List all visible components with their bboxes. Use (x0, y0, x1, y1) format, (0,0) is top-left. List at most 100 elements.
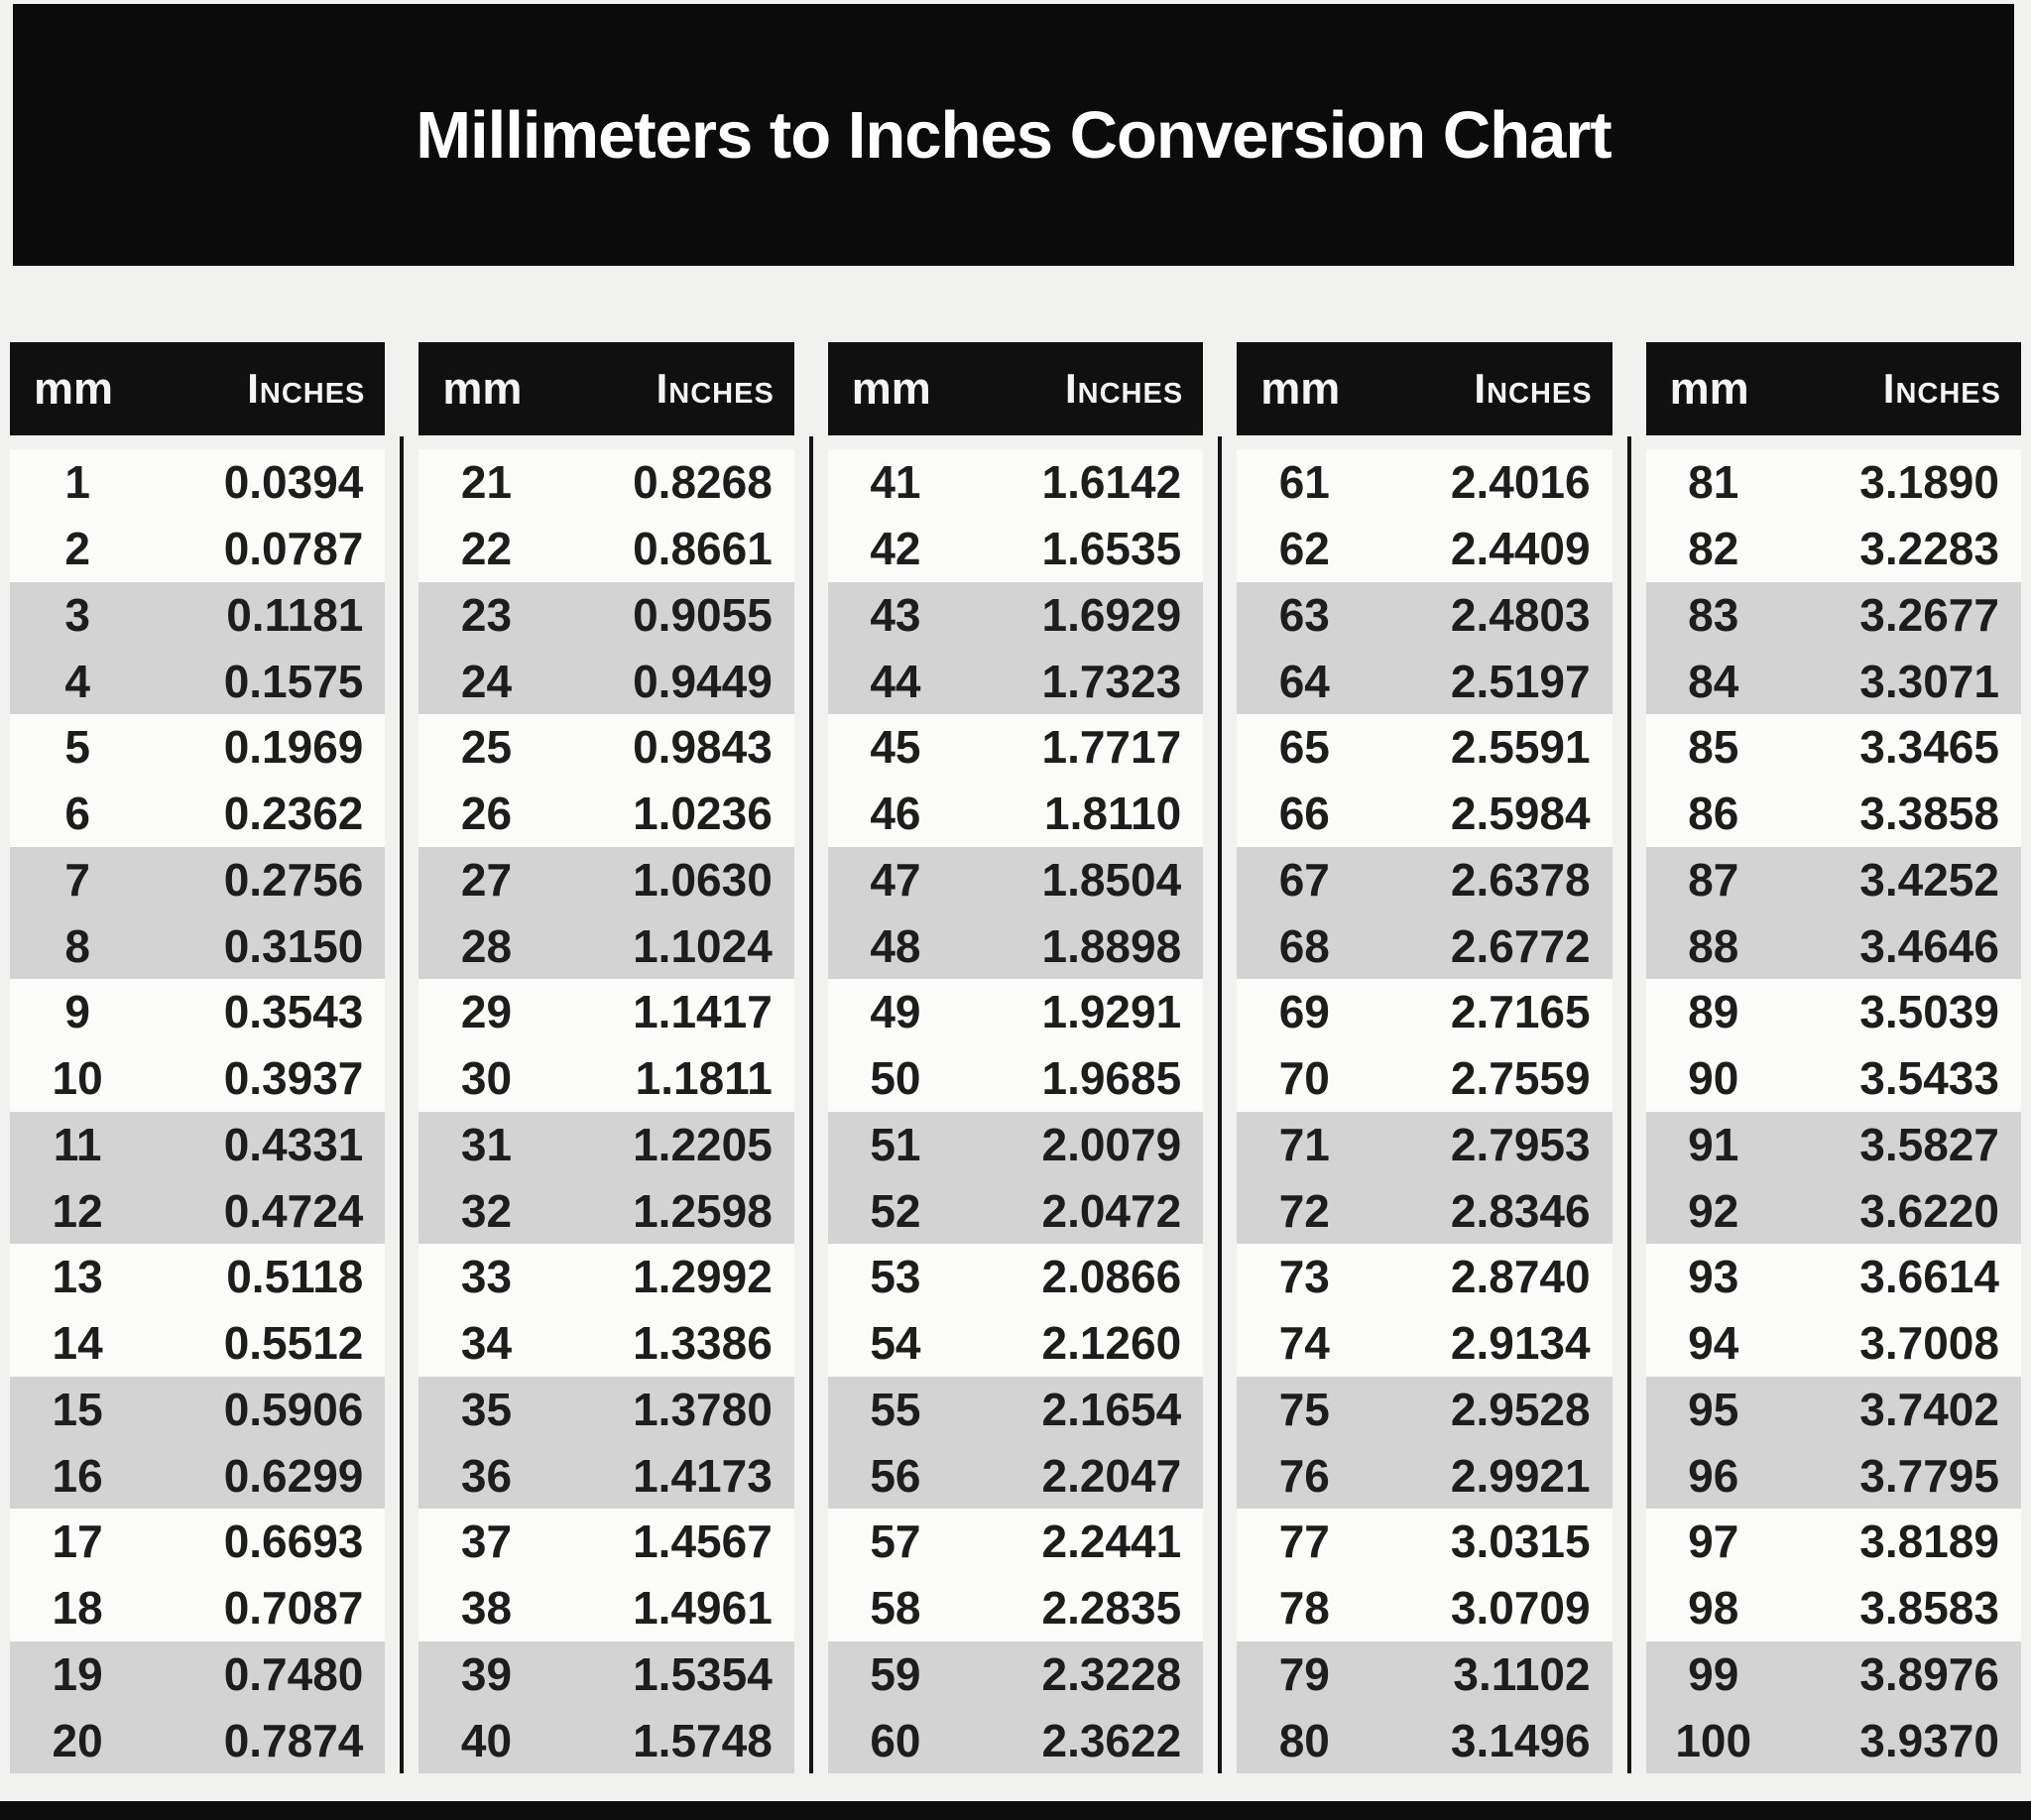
mm-value: 88 (1688, 919, 1739, 972)
table-header: mm Inches (10, 342, 386, 435)
inches-value: 1.1024 (633, 919, 773, 972)
mm-value: 70 (1278, 1052, 1330, 1105)
table-row: 14 0.5512 (10, 1309, 386, 1377)
mm-value: 72 (1278, 1184, 1330, 1237)
table-row: 39 1.5354 (418, 1640, 794, 1708)
table-row: 69 2.7165 (1237, 979, 1613, 1045)
inches-value: 2.9528 (1450, 1383, 1591, 1435)
table-row: 37 1.4567 (418, 1509, 794, 1575)
inches-value: 3.4646 (1859, 919, 1999, 972)
mm-value: 41 (870, 456, 921, 509)
mm-value: 21 (460, 456, 513, 509)
mm-value: 14 (52, 1317, 103, 1370)
mm-value: 29 (460, 986, 513, 1038)
inches-value: 1.0630 (633, 853, 773, 906)
bottom-bar (0, 1801, 2031, 1820)
mm-value: 57 (870, 1516, 921, 1568)
inches-value: 0.7087 (223, 1582, 364, 1635)
table-row: 3 0.1181 (10, 581, 386, 649)
table-row: 85 3.3465 (1645, 714, 2021, 781)
table-row: 6 0.2362 (10, 780, 386, 847)
inches-value: 1.8504 (1041, 853, 1182, 906)
table-row: 25 0.9843 (418, 714, 794, 781)
inches-value: 1.5748 (633, 1714, 773, 1766)
table-row: 77 3.0315 (1237, 1509, 1613, 1575)
inches-value: 0.1181 (226, 588, 364, 641)
mm-value: 46 (870, 788, 921, 840)
inches-value: 0.3937 (223, 1052, 364, 1105)
table-row: 34 1.3386 (418, 1309, 794, 1377)
mm-value: 56 (870, 1449, 921, 1502)
inches-value: 3.1102 (1453, 1647, 1591, 1700)
mm-value: 44 (870, 655, 921, 707)
table-rows: 41 1.6142 42 1.6535 43 1.6929 44 1.7323 45 1.7717… (827, 449, 1204, 1773)
mm-value: 60 (870, 1714, 921, 1766)
inches-value: 3.9370 (1859, 1714, 1999, 1766)
table-block: mm Inches 81 3.1890 82 3.2283 83 3.2677 84 3.3071… (1645, 342, 2021, 1773)
inches-value: 2.2835 (1041, 1582, 1182, 1635)
table-row: 66 2.5984 (1237, 780, 1613, 847)
table-row: 36 1.4173 (418, 1442, 794, 1509)
table-rows: 81 3.1890 82 3.2283 83 3.2677 84 3.3071 85 3.3465… (1645, 449, 2021, 1773)
inches-value: 0.5906 (223, 1383, 364, 1435)
mm-value: 76 (1278, 1449, 1330, 1502)
inches-value: 0.7874 (223, 1714, 364, 1766)
inches-value: 0.3543 (223, 986, 364, 1038)
mm-value: 69 (1278, 986, 1330, 1038)
inches-value: 2.2441 (1041, 1516, 1182, 1568)
table-row: 82 3.2283 (1645, 515, 2021, 582)
table-row: 1 0.0394 (10, 449, 386, 516)
inches-value: 3.0315 (1450, 1516, 1591, 1568)
inches-value: 1.3386 (633, 1317, 773, 1370)
mm-value: 11 (53, 1118, 102, 1170)
inches-value: 0.4331 (223, 1118, 364, 1170)
inches-value: 3.2677 (1859, 588, 1999, 641)
inches-value: 1.8110 (1044, 788, 1182, 840)
table-row: 100 3.9370 (1645, 1707, 2021, 1773)
mm-value: 31 (460, 1118, 513, 1170)
mm-value: 67 (1278, 853, 1330, 906)
inches-value: 3.7402 (1859, 1383, 1999, 1435)
mm-value: 40 (460, 1714, 513, 1766)
inches-value: 2.5984 (1450, 788, 1591, 840)
inches-value: 0.4724 (223, 1184, 364, 1237)
table-rows: 21 0.8268 22 0.8661 23 0.9055 24 0.9449 25 0.9843… (418, 449, 794, 1773)
mm-value: 59 (870, 1647, 921, 1700)
inches-value: 2.9134 (1450, 1317, 1591, 1370)
mm-value: 65 (1278, 721, 1330, 774)
inches-column-header: Inches (247, 365, 366, 412)
table-row: 61 2.4016 (1237, 449, 1613, 516)
inches-value: 1.3780 (633, 1383, 773, 1435)
table-row: 7 0.2756 (10, 846, 386, 913)
mm-value: 17 (52, 1516, 103, 1568)
table-row: 26 1.0236 (418, 780, 794, 847)
table-row: 8 0.3150 (10, 912, 386, 979)
inches-value: 2.3228 (1041, 1647, 1182, 1700)
inches-value: 0.5512 (223, 1317, 364, 1370)
mm-value: 58 (870, 1582, 921, 1635)
table-row: 57 2.2441 (827, 1509, 1204, 1575)
table-rows: 1 0.0394 2 0.0787 3 0.1181 4 0.1575 5 0.1969 6 0.23… (10, 449, 386, 1773)
mm-value: 63 (1278, 588, 1330, 641)
inches-value: 0.9449 (633, 655, 773, 707)
inches-value: 2.5591 (1450, 721, 1591, 774)
inches-value: 0.5118 (226, 1251, 364, 1303)
mm-value: 74 (1278, 1317, 1330, 1370)
table-row: 91 3.5827 (1645, 1111, 2021, 1178)
inches-value: 1.4567 (633, 1516, 773, 1568)
table-row: 80 3.1496 (1237, 1707, 1613, 1773)
inches-value: 2.1654 (1041, 1383, 1182, 1435)
table-header: mm Inches (1237, 342, 1613, 435)
table-row: 29 1.1417 (418, 979, 794, 1045)
inches-value: 2.3622 (1041, 1714, 1182, 1766)
mm-value: 3 (64, 588, 90, 641)
table-row: 48 1.8898 (827, 912, 1204, 979)
inches-value: 3.8189 (1859, 1516, 1999, 1568)
mm-value: 37 (460, 1516, 513, 1568)
table-row: 43 1.6929 (827, 581, 1204, 649)
mm-column-header: mm (1260, 363, 1341, 414)
inches-value: 0.3150 (223, 919, 364, 972)
inches-value: 2.7559 (1450, 1052, 1591, 1105)
mm-value: 61 (1278, 456, 1330, 509)
mm-column-header: mm (442, 363, 523, 414)
